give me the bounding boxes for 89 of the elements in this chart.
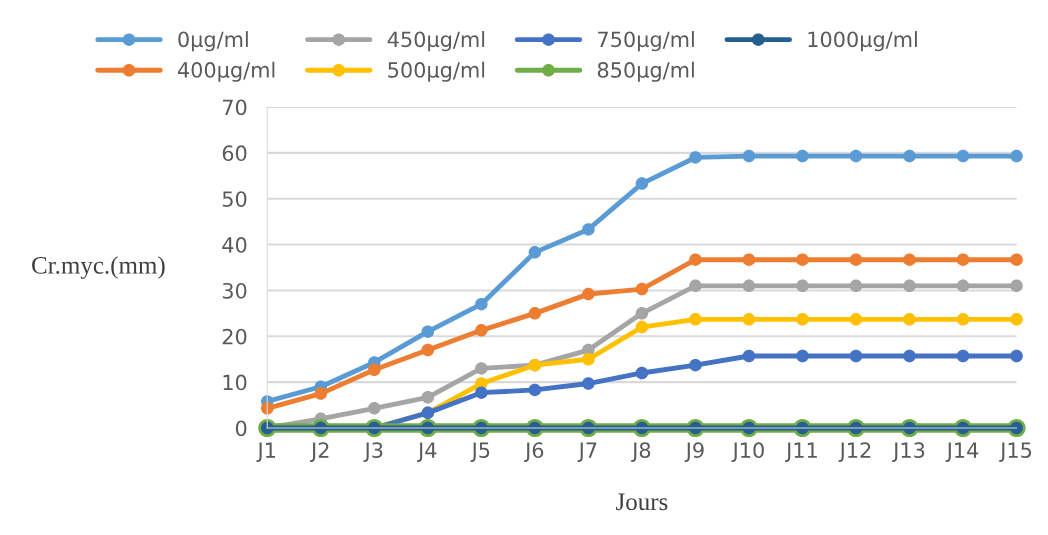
x-tick-label: J4	[417, 442, 437, 462]
x-tick-label: J2	[309, 442, 329, 462]
legend-label: 0µg/ml	[178, 31, 248, 52]
point	[903, 349, 916, 363]
point	[956, 149, 970, 163]
point	[475, 386, 488, 399]
point	[689, 151, 702, 164]
point	[635, 366, 649, 380]
legend-label: 850µg/ml	[597, 61, 694, 82]
y-tick-label: 40	[222, 237, 247, 253]
x-tick-label: J14	[945, 442, 979, 462]
y-tick-label: 10	[223, 374, 247, 391]
x-tick-label: J12	[838, 442, 871, 462]
point	[742, 253, 756, 266]
point	[742, 349, 756, 363]
point	[956, 253, 970, 266]
x-tick-label: J7	[577, 442, 597, 462]
x-tick-label: J1	[256, 442, 276, 462]
point	[475, 362, 488, 375]
point	[849, 313, 863, 326]
point	[689, 253, 702, 266]
x-tick-label: J13	[892, 442, 925, 462]
y-tick-label: 30	[222, 282, 247, 299]
legend-label: 400µg/ml	[177, 61, 275, 82]
y-tick-label: 20	[222, 328, 247, 345]
point	[421, 391, 435, 404]
point	[849, 349, 863, 363]
x-tick-label: J15	[999, 442, 1032, 462]
point	[1010, 253, 1023, 266]
y-tick-label: 70	[222, 99, 247, 116]
point	[475, 297, 488, 311]
y-axis-title: Cr.myc.(mm)	[32, 256, 165, 279]
point	[742, 313, 756, 326]
point	[956, 349, 970, 363]
point	[796, 279, 809, 293]
point	[1010, 279, 1023, 293]
x-tick-label: J11	[785, 442, 817, 462]
point	[528, 383, 542, 397]
point	[368, 402, 381, 415]
point	[903, 313, 916, 326]
point	[903, 253, 916, 266]
point	[742, 279, 756, 293]
point	[796, 149, 809, 163]
point	[421, 343, 435, 357]
point	[635, 320, 649, 334]
x-tick-label: J6	[524, 442, 544, 462]
legend-label: 750µg/ml	[598, 31, 694, 52]
point	[956, 279, 970, 293]
point	[635, 177, 649, 190]
point	[849, 253, 863, 266]
point	[475, 324, 488, 337]
point	[742, 149, 756, 163]
point	[689, 313, 702, 326]
point	[956, 313, 970, 326]
point	[582, 377, 595, 390]
point	[903, 279, 916, 293]
legend-label: 1000µg/ml	[808, 31, 917, 52]
point	[421, 325, 435, 338]
point	[635, 307, 649, 320]
point	[314, 387, 328, 400]
x-tick-label: J9	[684, 442, 704, 462]
point	[849, 279, 863, 293]
point	[796, 349, 809, 363]
x-tick-label: J8	[631, 442, 651, 462]
point	[1010, 149, 1023, 163]
x-tick-label: J10	[731, 442, 764, 462]
point	[528, 246, 542, 259]
point	[1010, 313, 1023, 326]
y-tick-label: 50	[222, 191, 247, 207]
y-tick-label: 60	[222, 145, 247, 162]
point	[849, 149, 863, 163]
point	[582, 352, 595, 366]
point	[635, 282, 649, 296]
y-tick-label: 0	[235, 420, 247, 437]
point	[689, 358, 702, 372]
point	[1010, 349, 1023, 363]
point	[368, 363, 381, 377]
point	[582, 223, 595, 236]
point	[796, 253, 809, 266]
point	[582, 287, 595, 301]
legend-label: 500µg/ml	[388, 61, 485, 82]
point	[689, 279, 702, 293]
x-tick-label: J3	[363, 442, 383, 462]
point	[528, 307, 542, 320]
legend-label: 450µg/ml	[387, 31, 485, 52]
point	[796, 313, 809, 326]
x-tick-label: J5	[470, 442, 490, 462]
point	[903, 149, 916, 163]
x-axis-title: Jours	[616, 493, 668, 511]
